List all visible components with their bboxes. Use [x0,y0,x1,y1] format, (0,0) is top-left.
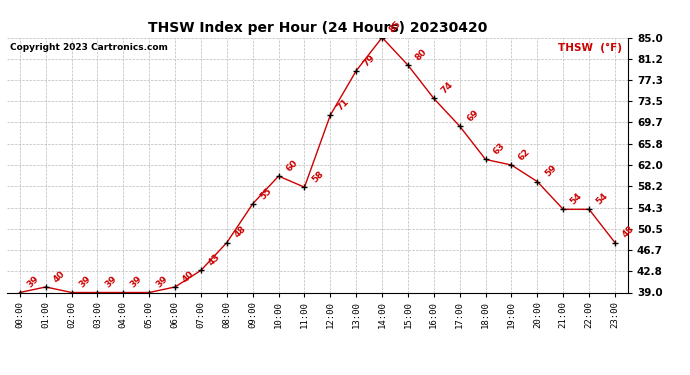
Text: THSW  (°F): THSW (°F) [558,43,622,52]
Text: 39: 39 [155,274,170,290]
Text: 59: 59 [543,164,558,179]
Text: 54: 54 [595,191,610,207]
Text: 39: 39 [26,274,41,290]
Text: 48: 48 [233,225,248,240]
Text: 39: 39 [103,274,118,290]
Text: 40: 40 [51,269,66,284]
Text: 85: 85 [388,20,403,35]
Text: 60: 60 [284,158,299,173]
Text: 71: 71 [336,97,351,112]
Text: 43: 43 [206,252,221,267]
Text: 79: 79 [362,53,377,68]
Text: 80: 80 [413,47,428,63]
Text: 63: 63 [491,141,506,157]
Text: 69: 69 [465,108,480,123]
Text: 62: 62 [517,147,532,162]
Title: THSW Index per Hour (24 Hours) 20230420: THSW Index per Hour (24 Hours) 20230420 [148,21,487,35]
Text: 40: 40 [181,269,196,284]
Text: 55: 55 [258,186,273,201]
Text: 39: 39 [129,274,144,290]
Text: 74: 74 [440,80,455,96]
Text: Copyright 2023 Cartronics.com: Copyright 2023 Cartronics.com [10,43,168,52]
Text: 58: 58 [310,169,325,184]
Text: 54: 54 [569,191,584,207]
Text: 48: 48 [620,225,635,240]
Text: 39: 39 [77,274,92,290]
